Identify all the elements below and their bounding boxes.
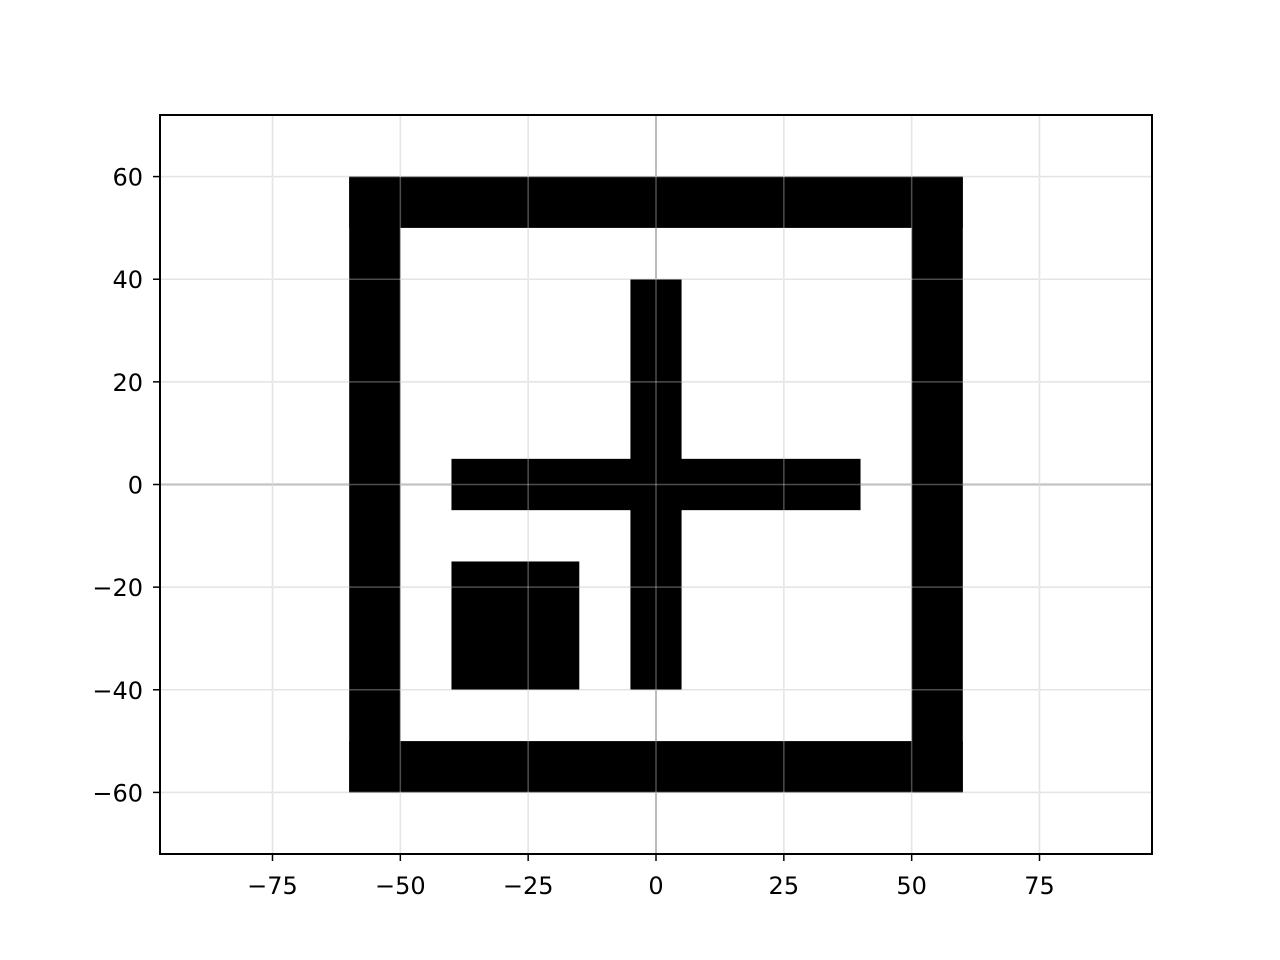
frame-top-bar: [349, 176, 963, 228]
axis-ticks: −75 −50 −25 0 25 50 75 −60 −40 −20 0 20 40 60: [92, 164, 1054, 900]
frame-bottom-bar: [349, 741, 963, 793]
cross-horizontal-bar: [451, 458, 861, 511]
y-tick-label: −20: [92, 574, 143, 602]
x-tick-label: −75: [247, 872, 298, 900]
y-tick-label: 0: [128, 472, 143, 500]
y-tick-label: 40: [112, 266, 143, 294]
x-tick-label: 50: [896, 872, 927, 900]
y-tick-label: 60: [112, 164, 143, 192]
x-tick-label: 75: [1024, 872, 1055, 900]
y-tick-label: −40: [92, 677, 143, 705]
x-tick-label: −50: [375, 872, 426, 900]
x-tick-label: 25: [769, 872, 800, 900]
frame-left-bar: [349, 176, 401, 793]
y-tick-label: 20: [112, 369, 143, 397]
small-square: [451, 561, 580, 690]
y-tick-label: −60: [92, 779, 143, 807]
x-tick-label: 0: [648, 872, 663, 900]
grid-overlay: [160, 115, 1152, 854]
frame-right-bar: [911, 176, 963, 793]
x-tick-label: −25: [503, 872, 554, 900]
shapes-layer: [349, 176, 963, 793]
